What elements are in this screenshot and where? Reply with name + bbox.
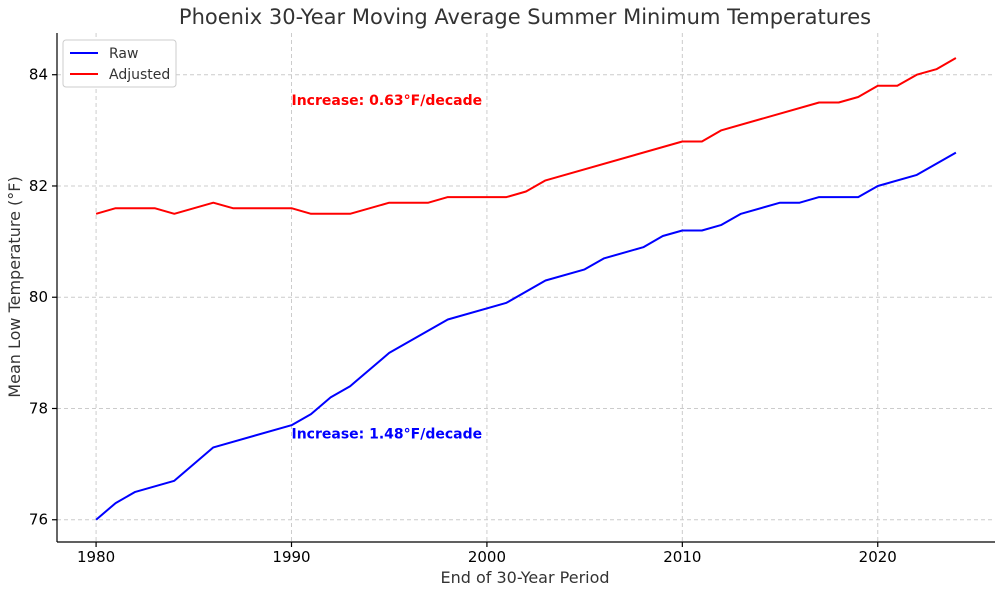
chart-title: Phoenix 30-Year Moving Average Summer Mi… (179, 5, 871, 29)
series-line-adjusted (95, 57, 957, 215)
y-tick-label: 76 (29, 511, 48, 529)
x-tick-label: 1980 (77, 548, 115, 566)
x-tick-label: 2020 (859, 548, 897, 566)
y-axis-label: Mean Low Temperature (°F) (5, 176, 24, 397)
legend-label: Raw (109, 46, 138, 62)
series-lines (95, 57, 957, 521)
series-line-raw (95, 151, 957, 521)
axes: 1980 1990 2000 2010 2020 76 78 80 82 84 (29, 33, 995, 566)
x-tick-label: 2000 (468, 548, 506, 566)
annotation-label: Increase: 1.48°F/decade (292, 427, 483, 443)
y-tick-label: 78 (29, 399, 48, 417)
y-tick-label: 80 (29, 288, 48, 306)
legend-box (62, 39, 177, 88)
y-tick-label: 82 (29, 177, 48, 195)
annotation-label: Increase: 0.63°F/decade (292, 93, 483, 109)
x-tick-label: 2010 (663, 548, 701, 566)
y-tick-label: 84 (29, 66, 48, 84)
annotations: Increase: 0.63°F/decade Increase: 1.48°F/… (292, 93, 483, 443)
legend: Raw Adjusted (62, 39, 177, 88)
x-axis-label: End of 30-Year Period (440, 568, 609, 587)
grid (57, 33, 995, 542)
legend-label: Adjusted (109, 67, 170, 83)
x-tick-label: 1990 (272, 548, 310, 566)
